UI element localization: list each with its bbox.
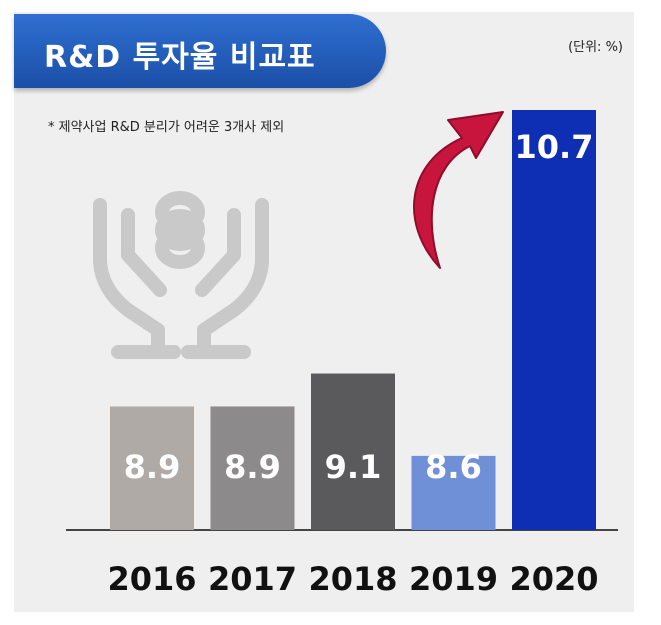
data-label-2017: 8.9 [224, 448, 281, 486]
chart-title: R&D 투자율 비교표 [44, 40, 316, 75]
footnote: * 제약사업 R&D 분리가 어려운 3개사 제외 [48, 120, 285, 135]
x-tick-2019: 2019 [409, 560, 498, 598]
bar-2019 [411, 455, 496, 530]
data-label-2018: 9.1 [325, 448, 382, 486]
unit-label: (단위: %) [568, 40, 623, 55]
data-label-2019: 8.6 [425, 448, 482, 486]
x-tick-2018: 2018 [308, 560, 397, 598]
title-banner: R&D 투자율 비교표 [14, 14, 386, 88]
bar-2018 [311, 373, 395, 530]
x-tick-2017: 2017 [208, 560, 297, 598]
bar-2020 [512, 110, 596, 530]
bar-2016 [110, 406, 194, 530]
x-tick-2020: 2020 [509, 560, 598, 598]
rising-arrow-icon [413, 111, 504, 269]
hands-coins-icon [93, 191, 269, 359]
bar-2017 [210, 406, 295, 530]
x-tick-2016: 2016 [107, 560, 196, 598]
data-label-2016: 8.9 [124, 448, 181, 486]
data-label-2020: 10.7 [515, 128, 594, 166]
